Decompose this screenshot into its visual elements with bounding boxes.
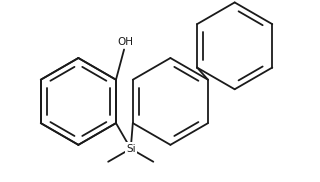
Text: Si: Si xyxy=(126,144,136,154)
Text: OH: OH xyxy=(117,37,133,47)
